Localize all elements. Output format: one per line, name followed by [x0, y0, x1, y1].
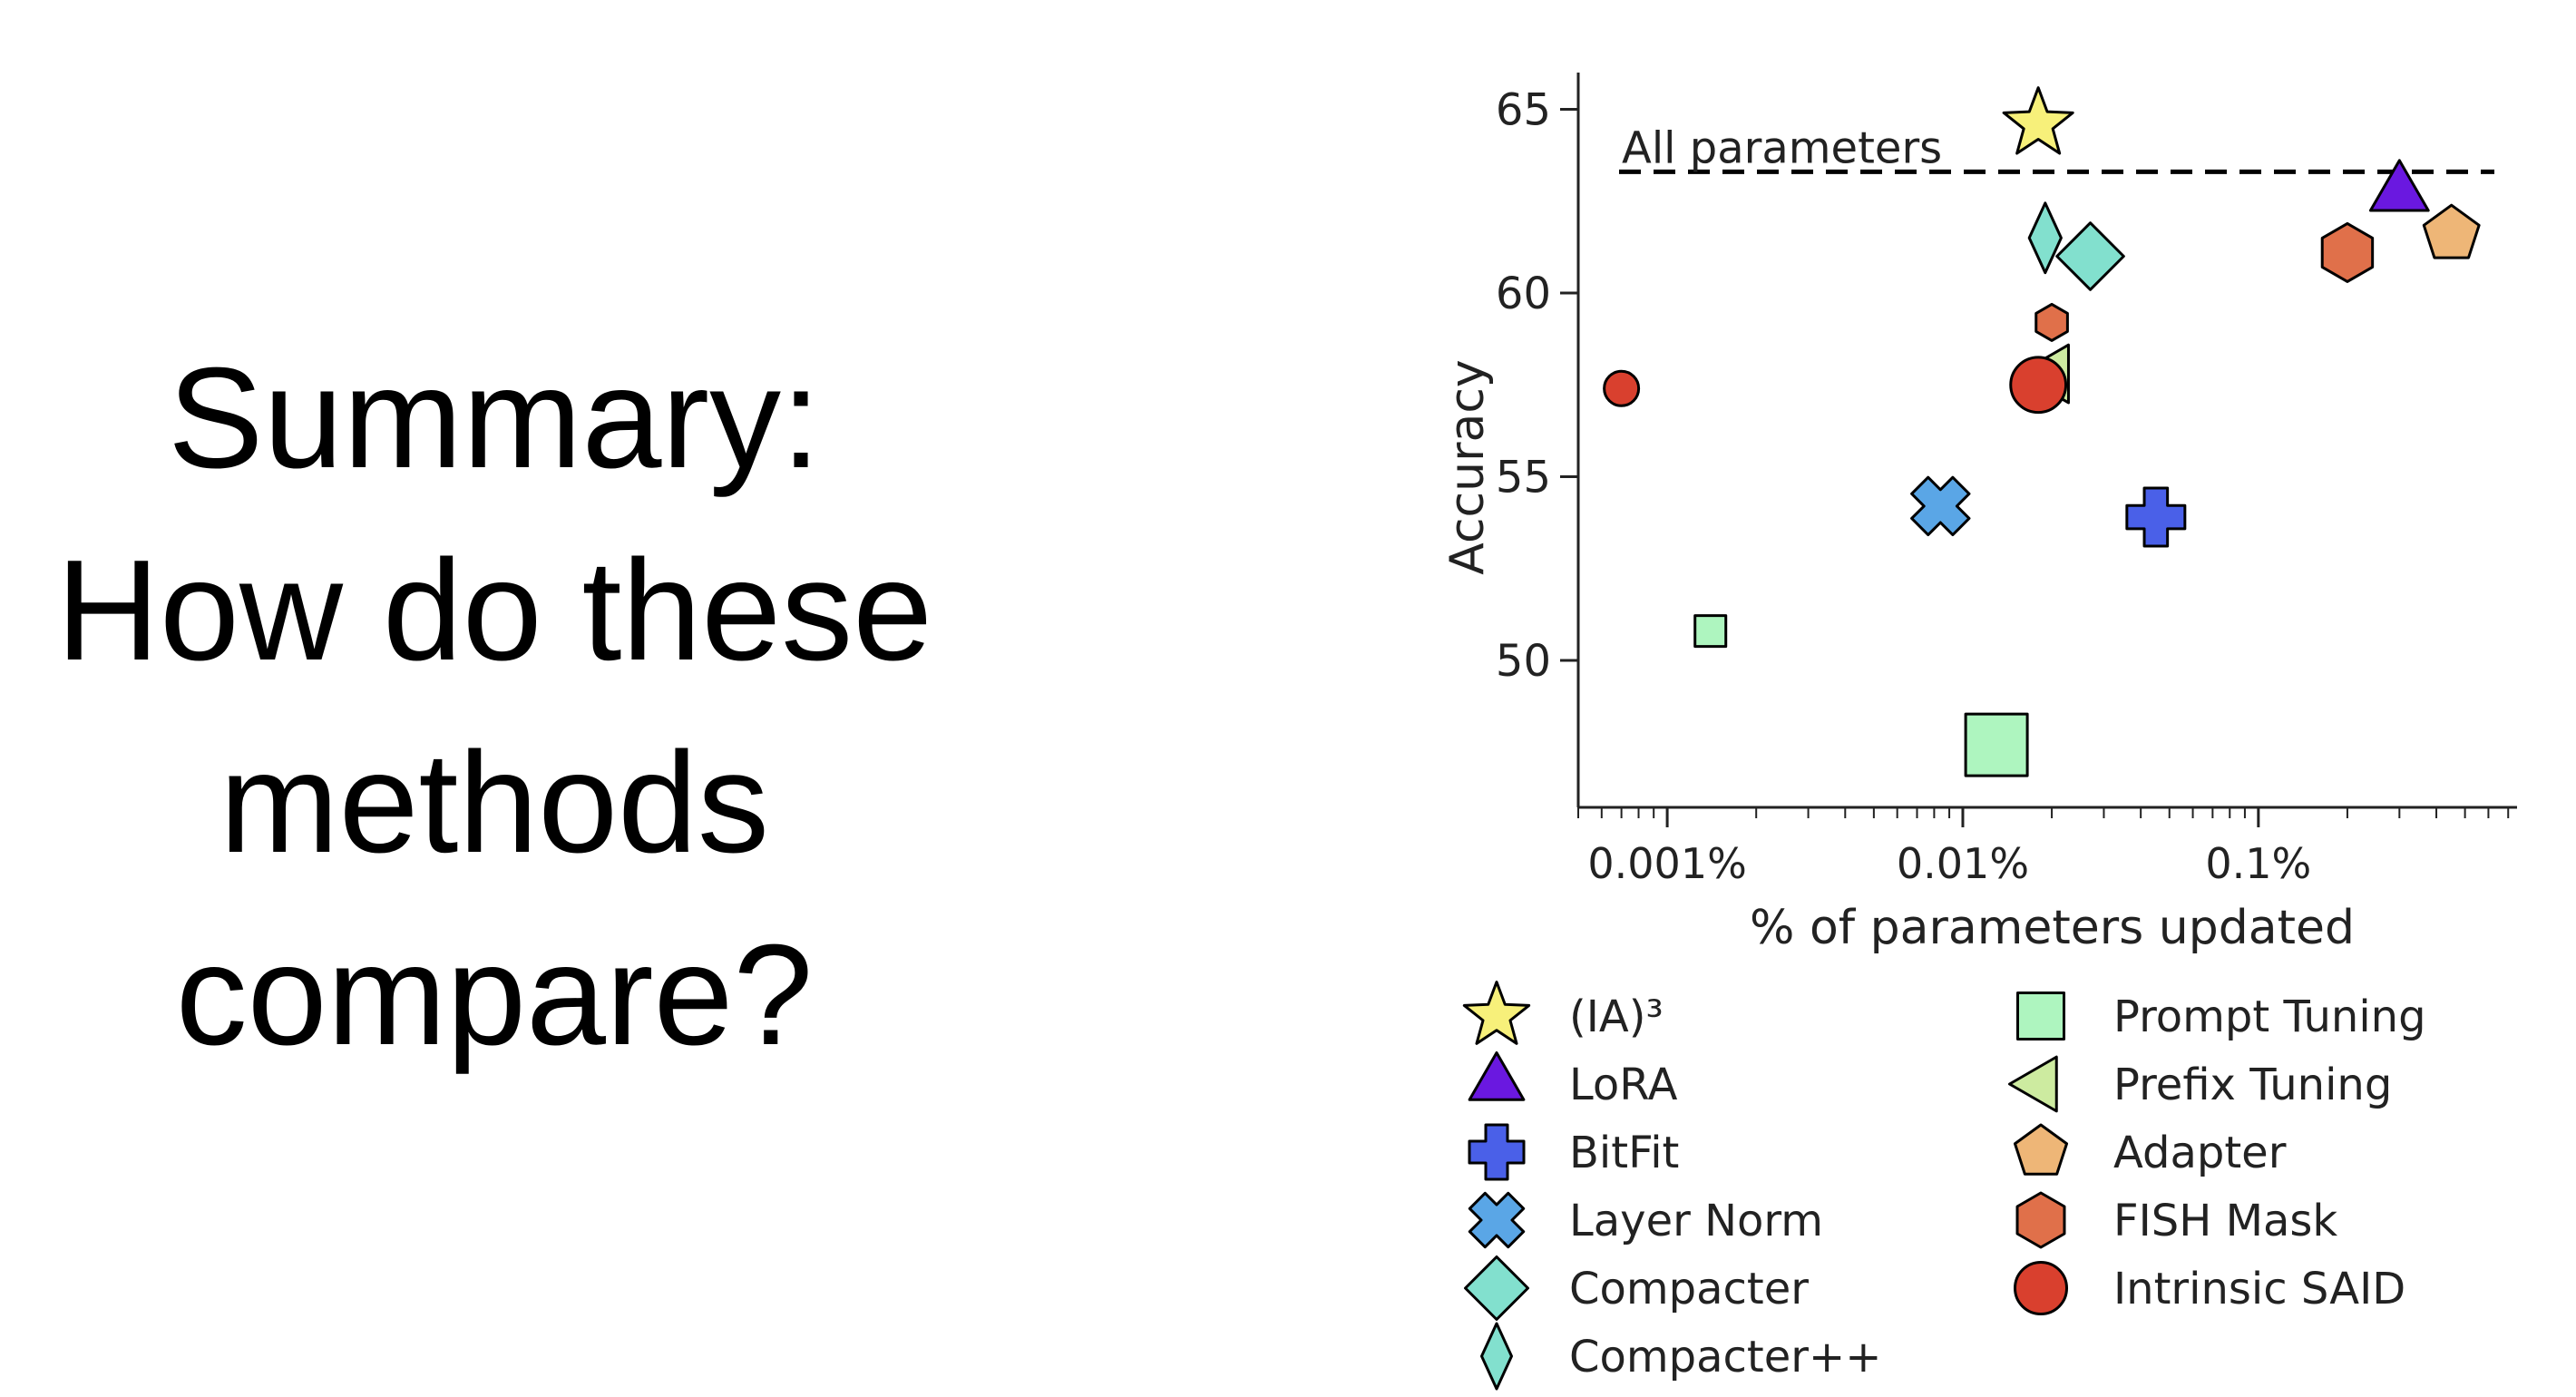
legend-marker-4 [1464, 1255, 1529, 1321]
slide-title-line-1: Summary: [168, 338, 821, 498]
data-point-pentagon-8-0 [2422, 203, 2481, 259]
legend-marker-3 [1468, 1191, 1526, 1249]
legend-marker-5 [1480, 1322, 1513, 1391]
legend-label-2: BitFit [1569, 1128, 1679, 1178]
y-tick-label: 55 [1496, 453, 1551, 503]
data-point-diamond-4-0-shape [2055, 221, 2125, 291]
legend-label-4: Compacter [1569, 1264, 1809, 1314]
data-point-diamond-4-0 [2055, 221, 2125, 291]
legend-label-10: Intrinsic SAID [2113, 1264, 2405, 1314]
data-point-square-6-1 [1964, 712, 2029, 777]
data-point-x-3-0 [1910, 475, 1971, 537]
legend-label-8: Adapter [2113, 1128, 2287, 1178]
data-point-thin-diamond-5-0 [2027, 201, 2063, 275]
all-parameters-label: All parameters [1622, 122, 1942, 173]
data-point-plus-2-0 [2125, 486, 2187, 548]
legend-marker-8 [2013, 1123, 2069, 1176]
data-point-square-6-1-shape [1964, 712, 2029, 777]
legend-marker-9-shape [2015, 1191, 2066, 1249]
x-tick-label: 0.1% [2205, 839, 2311, 888]
legend-marker-7-shape [2008, 1055, 2058, 1113]
slide-title: Summary: How do these methods compare? [0, 322, 989, 1091]
data-point-x-3-0-shape [1910, 475, 1971, 537]
legend-label-3: Layer Norm [1569, 1196, 1823, 1246]
legend-marker-4-shape [1464, 1255, 1529, 1321]
data-point-circle-10-0-shape [1603, 369, 1641, 407]
legend-marker-2 [1468, 1123, 1526, 1181]
scatter-chart-svg: 50 55 60 65 0.001% 0.01% 0.1% % of parameters u… [1440, 73, 2517, 1391]
data-point-thin-diamond-5-0-shape [2027, 201, 2063, 275]
data-point-star-0-0-shape [2002, 86, 2074, 155]
legend-label-0: (IA)³ [1569, 992, 1664, 1042]
legend-label-6: Prompt Tuning [2113, 992, 2426, 1042]
data-point-circle-10-1-shape [2009, 356, 2068, 415]
legend-marker-9 [2015, 1191, 2066, 1249]
slide-title-line-2: How do these [55, 531, 933, 690]
x-axis-label: % of parameters updated [1750, 901, 2355, 955]
y-tick-label: 50 [1496, 636, 1551, 687]
legend-marker-3-shape [1468, 1191, 1526, 1249]
legend-label-5: Compacter++ [1569, 1332, 1881, 1382]
data-point-hexagon-9-1 [2320, 221, 2375, 283]
legend-marker-5-shape [1480, 1322, 1513, 1391]
legend-marker-1 [1468, 1051, 1526, 1101]
legend-marker-6 [2016, 992, 2065, 1040]
slide-title-line-4: compare? [175, 915, 814, 1075]
scatter-chart: 50 55 60 65 0.001% 0.01% 0.1% % of parameters u… [1415, 36, 2558, 1397]
y-axis-label: Accuracy [1440, 359, 1495, 574]
data-point-hexagon-9-0-shape [2034, 302, 2069, 342]
legend-label-1: LoRA [1569, 1060, 1678, 1110]
legend-label-9: FISH Mask [2113, 1196, 2337, 1246]
legend-marker-0-shape [1462, 981, 1531, 1045]
data-point-hexagon-9-1-shape [2320, 221, 2375, 283]
data-point-pentagon-8-0-shape [2422, 203, 2481, 259]
legend-marker-6-shape [2016, 992, 2065, 1040]
data-point-triangle-up-1-0 [2368, 159, 2430, 212]
data-point-circle-10-0 [1603, 369, 1641, 407]
legend-label-7: Prefix Tuning [2113, 1060, 2392, 1110]
legend-marker-2-shape [1468, 1123, 1526, 1181]
data-point-square-6-0 [1693, 614, 1728, 649]
legend-marker-0 [1462, 981, 1531, 1045]
data-point-circle-10-1 [2009, 356, 2068, 415]
legend-marker-1-shape [1468, 1051, 1526, 1101]
x-tick-label: 0.01% [1897, 839, 2029, 888]
data-point-square-6-0-shape [1693, 614, 1728, 649]
legend-marker-10-shape [2014, 1261, 2068, 1315]
data-point-plus-2-0-shape [2125, 486, 2187, 548]
x-tick-label: 0.001% [1587, 839, 1746, 888]
legend-marker-8-shape [2013, 1123, 2069, 1176]
slide-title-line-3: methods [219, 723, 769, 883]
y-tick-label: 65 [1496, 85, 1551, 136]
legend-marker-10 [2014, 1261, 2068, 1315]
y-tick-label: 60 [1496, 269, 1551, 319]
data-point-star-0-0 [2002, 86, 2074, 155]
legend-marker-7 [2008, 1055, 2058, 1113]
data-point-triangle-up-1-0-shape [2368, 159, 2430, 212]
data-point-hexagon-9-0 [2034, 302, 2069, 342]
